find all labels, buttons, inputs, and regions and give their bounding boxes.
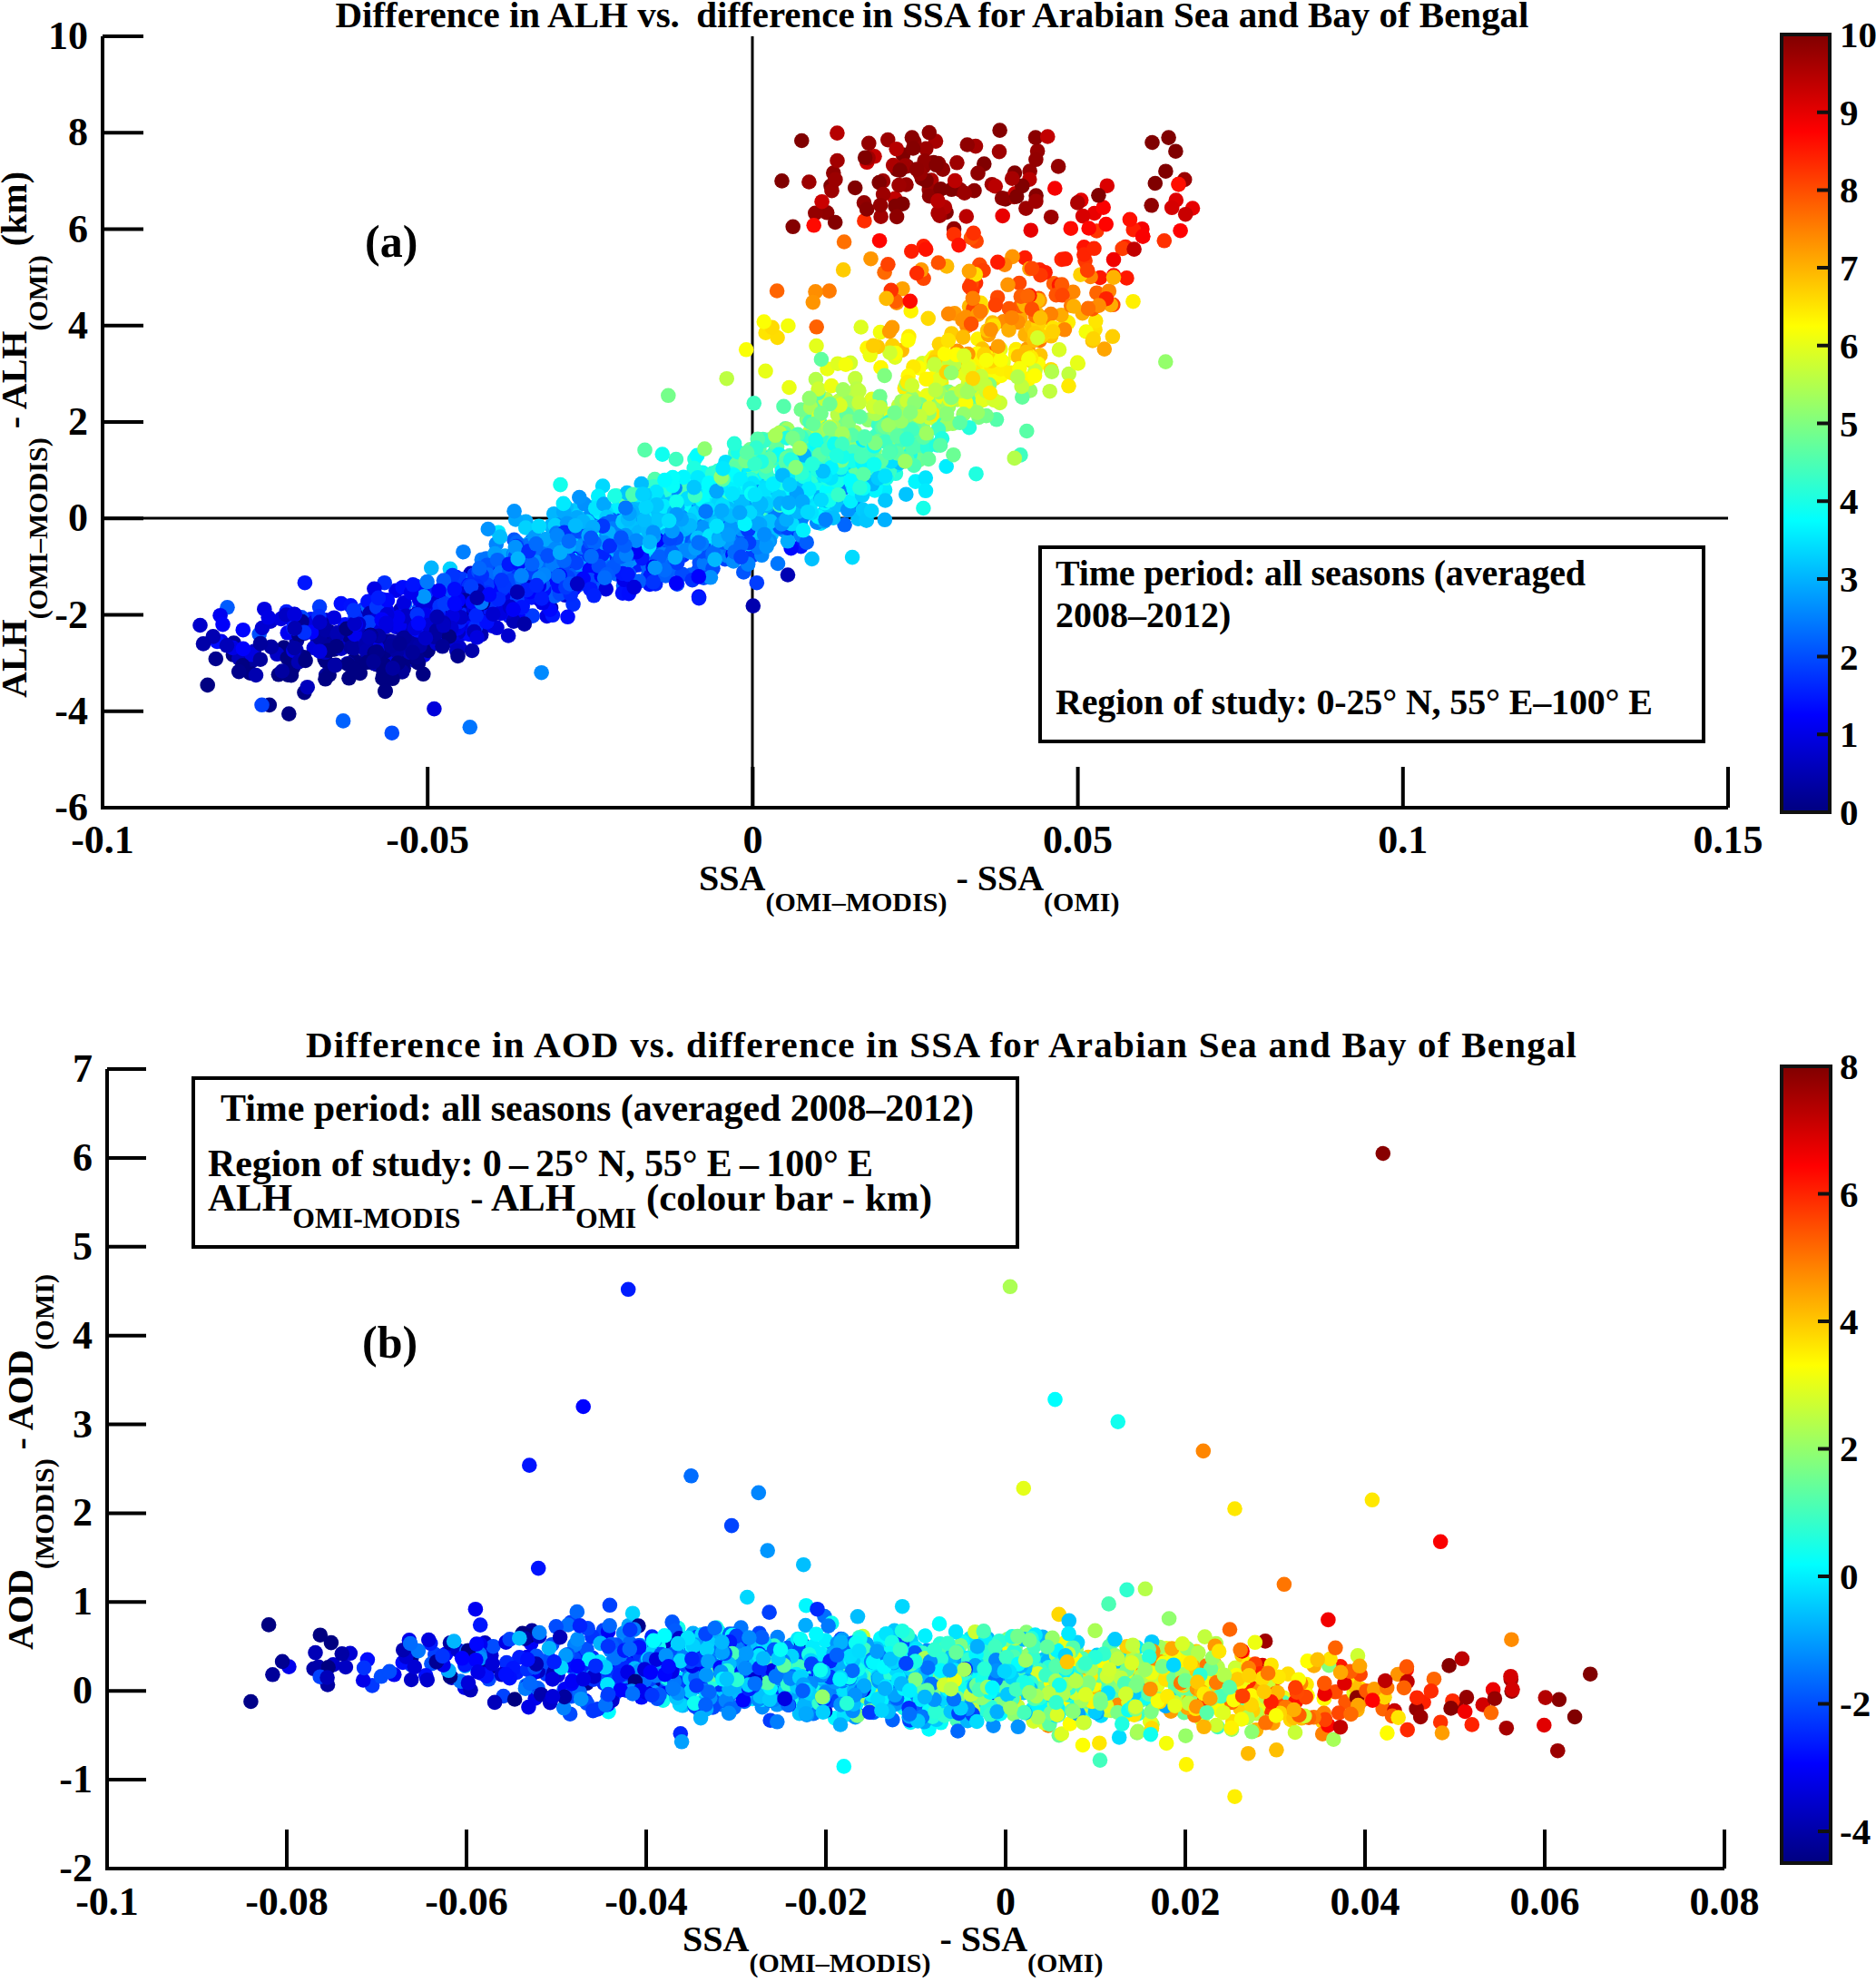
svg-text:3: 3 bbox=[1840, 558, 1859, 600]
svg-text:0.1: 0.1 bbox=[1378, 818, 1428, 862]
svg-text:8: 8 bbox=[1840, 1045, 1859, 1087]
svg-text:4: 4 bbox=[1840, 480, 1859, 522]
svg-text:6: 6 bbox=[1840, 1173, 1859, 1215]
svg-text:8: 8 bbox=[68, 110, 88, 154]
svg-text:0.04: 0.04 bbox=[1331, 1879, 1400, 1924]
svg-text:-1: -1 bbox=[59, 1757, 93, 1801]
svg-text:7: 7 bbox=[1840, 247, 1859, 289]
svg-text:10: 10 bbox=[1840, 14, 1876, 55]
svg-text:Difference in ALH vs. differe: Difference in ALH vs. difference in SSA … bbox=[336, 0, 1529, 35]
svg-text:Region of study: 0-25° N, 55: Region of study: 0-25° N, 55° E–100° E bbox=[1056, 682, 1653, 722]
svg-text:Difference in AOD vs. differen: Difference in AOD vs. difference in SSA … bbox=[306, 1024, 1576, 1065]
svg-text:2: 2 bbox=[68, 399, 88, 444]
svg-text:Time period: all seasons (ave: Time period: all seasons (averaged bbox=[1056, 553, 1586, 594]
svg-text:0.06: 0.06 bbox=[1510, 1879, 1580, 1924]
svg-text:0.02: 0.02 bbox=[1151, 1879, 1221, 1924]
svg-text:5: 5 bbox=[1840, 403, 1859, 445]
svg-text:-0.1: -0.1 bbox=[75, 1879, 139, 1924]
svg-text:4: 4 bbox=[68, 303, 88, 348]
svg-text:-0.08: -0.08 bbox=[245, 1879, 329, 1924]
svg-text:-0.04: -0.04 bbox=[604, 1879, 688, 1924]
svg-text:-4: -4 bbox=[54, 689, 88, 733]
svg-text:-0.05: -0.05 bbox=[386, 818, 469, 862]
svg-text:0: 0 bbox=[1840, 1555, 1859, 1597]
svg-text:8: 8 bbox=[1840, 169, 1859, 211]
svg-text:10: 10 bbox=[48, 14, 88, 58]
svg-text:2008–2012): 2008–2012) bbox=[1056, 594, 1231, 635]
svg-text:7: 7 bbox=[73, 1046, 93, 1091]
svg-text:4: 4 bbox=[1840, 1300, 1859, 1342]
svg-text:0: 0 bbox=[68, 496, 88, 540]
svg-text:0.15: 0.15 bbox=[1694, 818, 1763, 862]
svg-text:2: 2 bbox=[1840, 636, 1859, 678]
svg-text:0.05: 0.05 bbox=[1043, 818, 1113, 862]
svg-text:-4: -4 bbox=[1840, 1810, 1871, 1852]
svg-text:0: 0 bbox=[1840, 791, 1859, 833]
svg-text:4: 4 bbox=[73, 1313, 93, 1358]
svg-text:0: 0 bbox=[742, 818, 762, 862]
svg-text:-2: -2 bbox=[1840, 1683, 1871, 1724]
svg-text:6: 6 bbox=[68, 207, 88, 251]
svg-text:6: 6 bbox=[73, 1135, 93, 1180]
svg-text:-0.1: -0.1 bbox=[71, 818, 134, 862]
svg-text:9: 9 bbox=[1840, 92, 1859, 133]
svg-text:0.08: 0.08 bbox=[1690, 1879, 1760, 1924]
svg-text:(b): (b) bbox=[362, 1317, 417, 1368]
svg-text:0: 0 bbox=[73, 1668, 93, 1712]
svg-text:1: 1 bbox=[73, 1579, 93, 1624]
svg-text:-0.06: -0.06 bbox=[425, 1879, 508, 1924]
svg-text:2: 2 bbox=[73, 1490, 93, 1535]
svg-text:Time period: all seasons (ave: Time period: all seasons (averaged 2008–… bbox=[221, 1087, 974, 1130]
svg-text:1: 1 bbox=[1840, 713, 1859, 755]
svg-text:-2: -2 bbox=[54, 593, 88, 637]
svg-text:0: 0 bbox=[996, 1879, 1016, 1924]
svg-text:3: 3 bbox=[73, 1402, 93, 1447]
svg-text:5: 5 bbox=[73, 1224, 93, 1269]
svg-text:(a): (a) bbox=[365, 216, 417, 267]
svg-text:-0.02: -0.02 bbox=[784, 1879, 868, 1924]
svg-text:6: 6 bbox=[1840, 325, 1859, 367]
svg-text:2: 2 bbox=[1840, 1428, 1859, 1469]
